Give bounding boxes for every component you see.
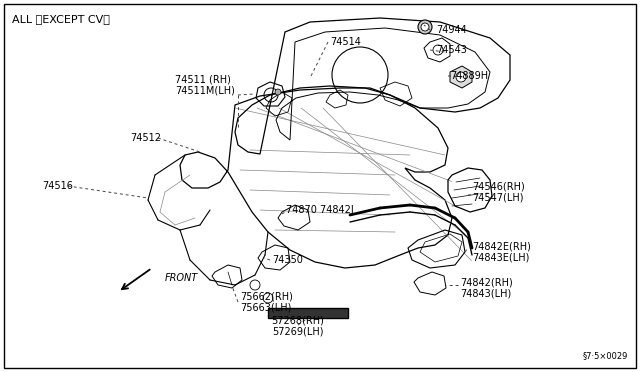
Text: 74512: 74512 xyxy=(130,133,161,143)
Text: 74889H: 74889H xyxy=(450,71,488,81)
Circle shape xyxy=(418,20,432,34)
Text: 74842(RH)
74843(LH): 74842(RH) 74843(LH) xyxy=(460,277,513,299)
Text: 74514: 74514 xyxy=(330,37,361,47)
Text: 74842E(RH)
74843E(LH): 74842E(RH) 74843E(LH) xyxy=(472,241,531,263)
Text: 75662(RH)
75663(LH): 75662(RH) 75663(LH) xyxy=(240,291,293,313)
Text: FRONT: FRONT xyxy=(165,273,198,283)
Polygon shape xyxy=(268,308,348,318)
Text: 74870 74842J: 74870 74842J xyxy=(286,205,354,215)
Text: 74516: 74516 xyxy=(42,181,73,191)
Text: 57268(RH)
57269(LH): 57268(RH) 57269(LH) xyxy=(271,315,324,337)
Text: §7·5×0029: §7·5×0029 xyxy=(582,351,628,360)
Text: 74543: 74543 xyxy=(436,45,467,55)
Circle shape xyxy=(275,89,281,95)
Text: 74511 (RH)
74511M(LH): 74511 (RH) 74511M(LH) xyxy=(175,74,235,96)
Text: ALL 〈EXCEPT CV〉: ALL 〈EXCEPT CV〉 xyxy=(12,14,110,24)
Polygon shape xyxy=(450,66,472,88)
Text: 74546(RH)
74547(LH): 74546(RH) 74547(LH) xyxy=(472,181,525,203)
Circle shape xyxy=(421,23,429,31)
Circle shape xyxy=(456,72,466,82)
Text: 74944: 74944 xyxy=(436,25,467,35)
Text: 74350: 74350 xyxy=(272,255,303,265)
